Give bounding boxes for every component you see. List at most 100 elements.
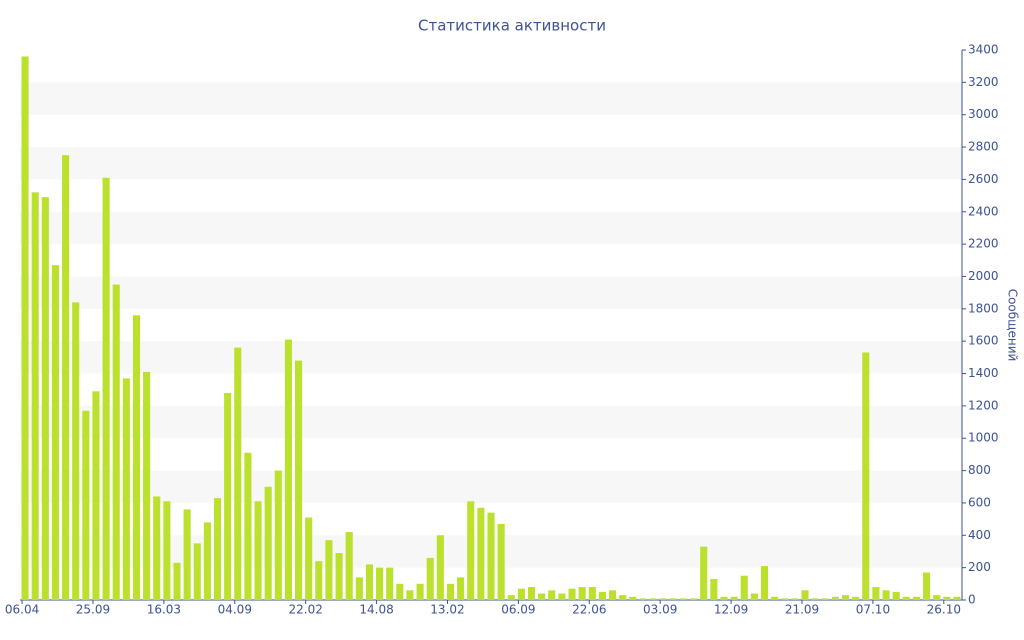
bar — [527, 587, 536, 600]
bar — [841, 595, 850, 600]
grid-band — [20, 276, 962, 309]
y-tick-label: 1200 — [968, 398, 999, 412]
bar — [730, 596, 738, 600]
y-tick-label: 3400 — [968, 43, 999, 57]
bar — [811, 598, 819, 600]
bar — [416, 583, 424, 600]
bar — [82, 410, 90, 600]
bar — [467, 501, 475, 600]
bar — [588, 587, 596, 600]
x-tick-label: 07.10 — [856, 603, 890, 617]
y-tick-label: 1800 — [968, 301, 999, 315]
bar — [507, 595, 515, 600]
y-tick-label: 200 — [968, 560, 991, 574]
x-tick-label: 03.09 — [643, 603, 677, 617]
bar — [264, 486, 272, 600]
bar — [244, 452, 252, 600]
bar — [335, 553, 343, 600]
bar — [51, 265, 59, 600]
x-tick-label: 06.04 — [5, 603, 39, 617]
bar — [781, 598, 789, 600]
y-tick-label: 2200 — [968, 237, 999, 251]
bar — [21, 56, 29, 601]
bar — [943, 596, 951, 600]
y-tick-label: 1000 — [968, 431, 999, 445]
bar — [862, 352, 870, 600]
bar — [345, 532, 353, 600]
bar — [791, 598, 799, 600]
bar — [224, 392, 232, 600]
y-tick-label: 1400 — [968, 366, 999, 380]
bar — [538, 593, 546, 600]
x-tick-label: 12.09 — [714, 603, 748, 617]
bar — [882, 590, 890, 600]
bar — [517, 588, 525, 600]
bar — [831, 596, 839, 600]
y-tick-label: 400 — [968, 528, 991, 542]
x-tick-label: 06.09 — [501, 603, 535, 617]
bar — [153, 496, 161, 600]
bar — [771, 596, 779, 600]
grid-band — [20, 470, 962, 503]
x-tick-label: 14.08 — [359, 603, 393, 617]
bar — [315, 561, 323, 600]
y-tick-label: 2600 — [968, 172, 999, 186]
bar — [639, 598, 647, 600]
bar — [173, 562, 181, 600]
bar — [760, 566, 769, 600]
y-tick-label: 1600 — [968, 334, 999, 348]
bar — [355, 577, 363, 600]
bar — [598, 591, 606, 600]
bar — [41, 197, 49, 601]
bar — [396, 583, 404, 600]
bar — [213, 498, 222, 600]
x-tick-label: 13.02 — [430, 603, 464, 617]
bar — [669, 598, 677, 600]
bar — [254, 501, 262, 600]
bar — [750, 593, 758, 600]
bar — [365, 564, 373, 600]
bar — [801, 590, 809, 600]
bar — [659, 598, 667, 600]
bar — [578, 587, 586, 600]
bar — [548, 590, 556, 600]
bar — [558, 593, 566, 600]
bar — [923, 572, 931, 600]
bar — [436, 535, 444, 600]
bar — [295, 360, 303, 600]
bar — [325, 540, 333, 600]
x-tick-label: 16.03 — [147, 603, 181, 617]
bar — [163, 501, 171, 600]
y-tick-label: 2000 — [968, 269, 999, 283]
bar — [112, 284, 120, 600]
bar — [102, 177, 110, 600]
bar — [193, 543, 201, 600]
grid-band — [20, 341, 962, 374]
grid-band — [20, 147, 962, 180]
bar — [132, 315, 141, 600]
bar — [143, 371, 151, 600]
grid-band — [20, 405, 962, 439]
bar — [72, 302, 80, 600]
bar — [679, 598, 687, 600]
bands — [20, 82, 962, 568]
grid-band — [20, 211, 962, 245]
bar — [183, 509, 191, 600]
chart-title: Статистика активности — [418, 17, 606, 35]
bar — [852, 596, 860, 600]
bar — [740, 575, 748, 600]
bar — [912, 596, 920, 600]
y-tick-label: 800 — [968, 463, 991, 477]
bar — [406, 590, 414, 600]
x-tick-label: 21.09 — [785, 603, 819, 617]
y-tick-label: 3000 — [968, 107, 999, 121]
y-tick-label: 0 — [968, 593, 976, 607]
bar — [710, 578, 718, 600]
x-tick-label: 22.06 — [572, 603, 606, 617]
bar — [92, 391, 100, 600]
grid-band — [20, 82, 962, 115]
x-tick-label: 25.09 — [76, 603, 110, 617]
bar — [933, 595, 941, 600]
bar — [568, 588, 576, 600]
